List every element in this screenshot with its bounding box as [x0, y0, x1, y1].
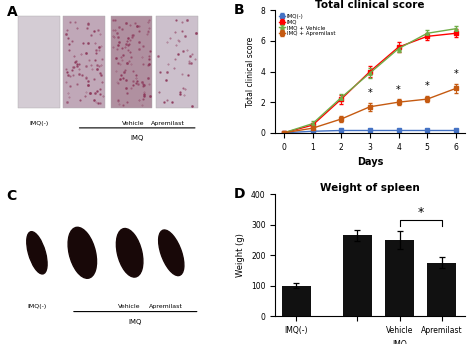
- Text: *: *: [396, 85, 401, 95]
- Bar: [385, 240, 414, 316]
- Text: IMQ: IMQ: [130, 135, 144, 141]
- Title: Weight of spleen: Weight of spleen: [320, 183, 420, 193]
- Text: B: B: [234, 3, 244, 17]
- Text: Apremilast: Apremilast: [149, 304, 182, 309]
- Text: C: C: [7, 189, 17, 203]
- Ellipse shape: [27, 232, 47, 274]
- X-axis label: Days: Days: [357, 157, 383, 167]
- Legend: IMQ(-), IMQ, IMQ + Vehicle, IMQ + Apremilast: IMQ(-), IMQ, IMQ + Vehicle, IMQ + Apremi…: [278, 13, 336, 37]
- Bar: [343, 235, 372, 316]
- Ellipse shape: [116, 228, 143, 277]
- Bar: [64, 17, 105, 108]
- Text: Vehicle: Vehicle: [122, 120, 145, 126]
- Y-axis label: Weight (g): Weight (g): [237, 233, 246, 277]
- Title: Total clinical score: Total clinical score: [315, 0, 425, 10]
- Ellipse shape: [159, 230, 184, 276]
- Ellipse shape: [68, 227, 97, 278]
- Text: IMQ: IMQ: [392, 340, 407, 344]
- Text: Vehicle: Vehicle: [118, 304, 141, 309]
- Bar: [111, 17, 152, 108]
- Text: Apremilast: Apremilast: [151, 120, 184, 126]
- Text: *: *: [418, 206, 424, 219]
- Bar: [156, 17, 198, 108]
- Text: *: *: [367, 88, 372, 98]
- Text: A: A: [7, 6, 18, 19]
- Bar: [282, 286, 310, 316]
- Bar: [427, 263, 456, 316]
- Text: IMQ(-): IMQ(-): [27, 304, 46, 309]
- Text: IMQ(-): IMQ(-): [29, 120, 48, 126]
- Y-axis label: Total clinical score: Total clinical score: [246, 36, 255, 107]
- Text: *: *: [425, 82, 429, 92]
- Text: IMQ: IMQ: [128, 319, 142, 325]
- Text: *: *: [454, 69, 458, 79]
- Text: D: D: [234, 187, 245, 201]
- Bar: [18, 17, 60, 108]
